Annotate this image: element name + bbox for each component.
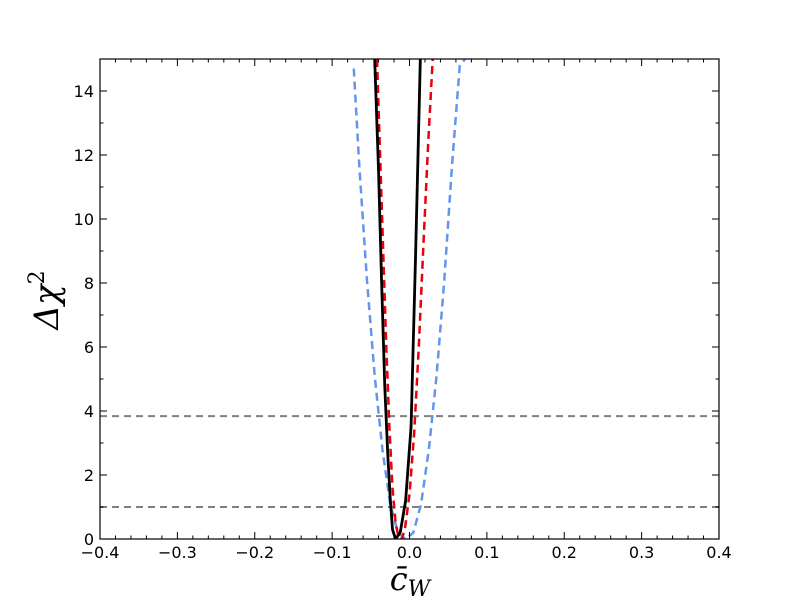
x-axis-label-subscript: W (408, 577, 433, 600)
y-tick-label: 0 (84, 530, 94, 549)
y-tick-label: 10 (74, 210, 94, 229)
x-tick-label: 0.0 (397, 543, 422, 562)
x-tick-label: −0.1 (313, 543, 352, 562)
x-tick-label: −0.2 (235, 543, 274, 562)
y-axis-label-main: Δχ (27, 282, 67, 332)
y-tick-label: 14 (74, 82, 94, 101)
y-tick-label: 12 (74, 146, 94, 165)
x-axis-label: c̄W (390, 560, 433, 600)
y-tick-label: 6 (84, 338, 94, 357)
series-line-2 (373, 59, 422, 539)
ticks: −0.4 −0.3 −0.2 −0.1 0.0 0.1 0.2 0.3 0.4 0 2 4 6 8 10 12… (74, 58, 732, 562)
x-tick-label: 0.3 (629, 543, 654, 562)
y-tick-label: 8 (84, 274, 94, 293)
y-tick-label: 4 (84, 402, 94, 421)
y-tick-label: 2 (84, 466, 94, 485)
x-tick-label: −0.3 (158, 543, 197, 562)
y-axis-label: Δχ2 (25, 270, 67, 331)
x-tick-label: 0.2 (552, 543, 577, 562)
series-line-1 (375, 59, 434, 539)
x-tick-label: −0.4 (81, 543, 120, 562)
y-axis-label-superscript: 2 (25, 270, 50, 284)
x-axis-label-main: c̄ (390, 560, 408, 598)
x-tick-label: 0.1 (474, 543, 499, 562)
x-tick-label: 0.4 (706, 543, 731, 562)
